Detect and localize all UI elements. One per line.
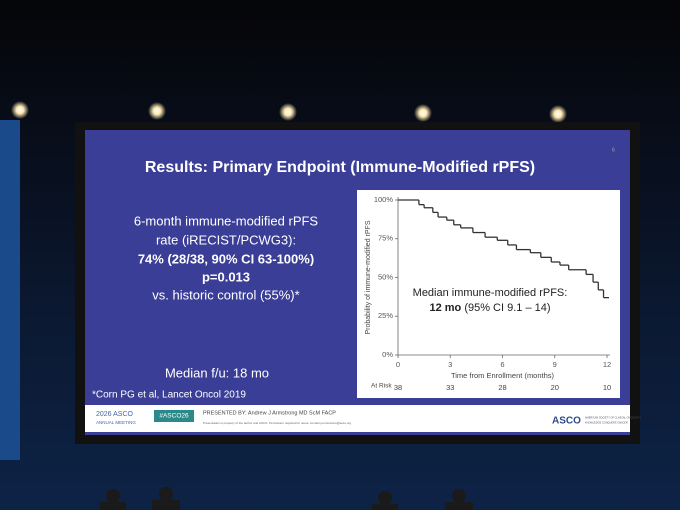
slide-title: Results: Primary Endpoint (Immune-Modifi…: [145, 159, 535, 176]
y-tick-label: 25%: [378, 311, 393, 320]
meeting-year: 2026 ASCO: [96, 411, 134, 418]
stage-lights: [11, 101, 567, 123]
panelists: [100, 487, 473, 510]
asco-sub: KNOWLEDGE CONQUERS CANCER: [585, 422, 628, 425]
meeting-name: ANNUAL MEETING: [96, 420, 136, 425]
y-tick-label: 0%: [382, 350, 393, 359]
body-text: rate (iRECIST/PCWG3):: [156, 232, 296, 247]
chart-panel: [357, 190, 620, 398]
y-axis-label: Probability of immune-modified rPFS: [365, 220, 372, 334]
body-text: p=0.013: [202, 269, 250, 284]
presenter: PRESENTED BY: Andrew J Armstrong MD ScM …: [203, 410, 336, 416]
at-risk-count: 20: [551, 383, 559, 392]
x-tick-label: 12: [603, 360, 611, 369]
y-tick-label: 50%: [378, 272, 393, 281]
at-risk-label: At Risk: [371, 383, 392, 390]
notice: Presentation is property of the author a…: [203, 421, 351, 425]
slide-number: 6: [612, 147, 615, 153]
asco-sub: AMERICAN SOCIETY OF CLINICAL ONCOLOGY: [585, 417, 641, 420]
at-risk-count: 33: [446, 383, 454, 392]
annotation-bold: 12 mo: [429, 302, 461, 314]
body-text: 6-month immune-modified rPFS: [134, 213, 319, 228]
at-risk-count: 10: [603, 383, 611, 392]
at-risk-count: 38: [394, 383, 402, 392]
annotation: Median immune-modified rPFS:: [413, 287, 568, 299]
hashtag-badge: [154, 410, 194, 422]
x-tick-label: 0: [396, 360, 400, 369]
annotation-rest: (95% CI 9.1 – 14): [464, 302, 550, 314]
body-text: vs. historic control (55%)*: [152, 287, 299, 302]
x-tick-label: 3: [448, 360, 452, 369]
x-axis-label: Time from Enrollment (months): [451, 371, 555, 380]
x-tick-label: 9: [553, 360, 557, 369]
y-tick-label: 75%: [378, 234, 393, 243]
footnote: *Corn PG et al, Lancet Oncol 2019: [92, 390, 246, 401]
hashtag: #ASCO26: [159, 413, 189, 420]
side-screen: [0, 120, 20, 460]
at-risk-count: 28: [498, 383, 506, 392]
asco-logo: ASCO: [552, 416, 581, 427]
body-text: 74% (28/38, 90% CI 63-100%): [138, 251, 314, 266]
x-tick-label: 6: [500, 360, 504, 369]
median-followup: Median f/u: 18 mo: [165, 365, 269, 380]
y-tick-label: 100%: [374, 195, 394, 204]
annotation: 12 mo (95% CI 9.1 – 14): [429, 302, 550, 314]
